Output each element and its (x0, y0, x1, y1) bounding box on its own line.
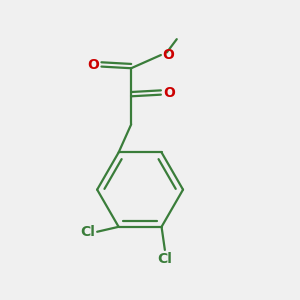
Text: O: O (163, 48, 174, 62)
Text: O: O (87, 58, 99, 72)
Text: Cl: Cl (158, 252, 172, 266)
Text: Cl: Cl (81, 225, 95, 239)
Text: O: O (164, 86, 175, 100)
